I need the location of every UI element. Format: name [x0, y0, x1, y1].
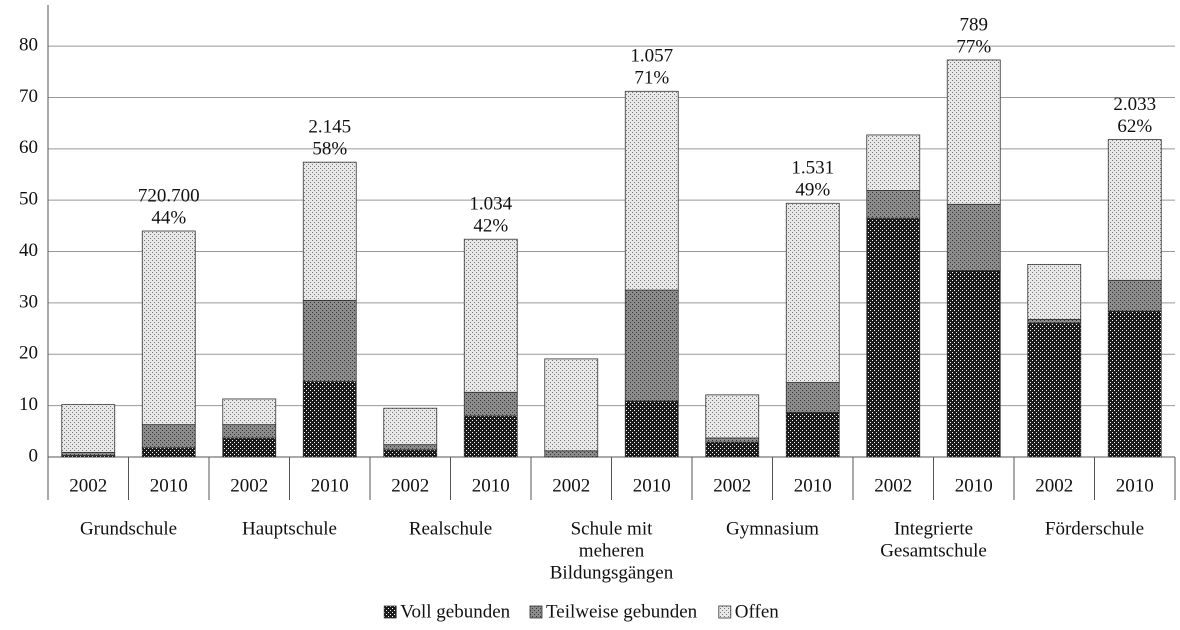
- bar-segment: [61, 451, 116, 456]
- bar-segment: [946, 203, 1001, 271]
- bar-segment: [785, 411, 840, 458]
- annotation: 1.034: [469, 194, 512, 215]
- bar-segment: [544, 358, 599, 452]
- bar-segment: [141, 230, 196, 426]
- x-tick-label: 2010: [472, 475, 510, 496]
- bar-segment: [1027, 318, 1082, 324]
- x-tick-label: 2002: [230, 475, 268, 496]
- bar-segment: [946, 59, 1001, 205]
- bar-segment: [463, 391, 518, 417]
- bar-segment: [866, 190, 921, 219]
- group-label: Bildungsgängen: [550, 562, 674, 583]
- bar-segment: [1107, 139, 1162, 281]
- bar-segment: [866, 134, 921, 191]
- bar-segment: [785, 202, 840, 383]
- x-tick-label: 2010: [311, 475, 349, 496]
- x-tick-label: 2010: [150, 475, 188, 496]
- x-tick-label: 2002: [1035, 475, 1073, 496]
- bar-segment: [785, 382, 840, 413]
- bar-segment: [61, 404, 116, 453]
- bar-segment: [1107, 279, 1162, 312]
- bar-segment: [705, 441, 760, 458]
- bar-segment: [222, 424, 277, 439]
- bar-segment: [383, 444, 438, 451]
- x-tick-label: 2010: [1116, 475, 1154, 496]
- x-tick-label: 2010: [794, 475, 832, 496]
- annotation: 42%: [473, 216, 508, 237]
- legend-label: Offen: [735, 601, 779, 622]
- y-tick-label: 70: [19, 86, 38, 107]
- group-label: Förderschule: [1045, 518, 1144, 539]
- y-tick-label: 40: [19, 240, 38, 261]
- bar-segment: [624, 400, 679, 458]
- bar-segment: [705, 394, 760, 439]
- bar-segment: [302, 161, 357, 301]
- y-tick-label: 10: [19, 394, 38, 415]
- y-tick-label: 20: [19, 343, 38, 364]
- legend-swatch: [529, 605, 543, 619]
- x-tick-label: 2010: [633, 475, 671, 496]
- bar-segment: [302, 299, 357, 382]
- bar-segment: [141, 424, 196, 449]
- group-label: Gymnasium: [726, 518, 819, 539]
- bar-segment: [544, 450, 599, 458]
- annotation: 44%: [151, 207, 186, 228]
- group-label: Realschule: [409, 518, 492, 539]
- x-tick-label: 2002: [552, 475, 590, 496]
- bar-segment: [383, 407, 438, 446]
- bar-segment: [1027, 263, 1082, 320]
- bar-segment: [463, 415, 518, 458]
- annotation: 2.033: [1113, 94, 1156, 115]
- group-label: meheren: [579, 540, 645, 561]
- group-label: Gesamtschule: [880, 540, 987, 561]
- x-tick-label: 2002: [874, 475, 912, 496]
- bar-segment: [463, 238, 518, 393]
- legend-label: Voll gebunden: [400, 601, 510, 622]
- annotation: 58%: [312, 139, 347, 160]
- bar-segment: [705, 437, 760, 443]
- annotation: 71%: [634, 68, 669, 89]
- y-tick-label: 50: [19, 189, 38, 210]
- group-label: Schule mit: [571, 518, 654, 539]
- x-tick-label: 2002: [391, 475, 429, 496]
- legend-swatch: [383, 605, 397, 619]
- annotation: 2.145: [308, 117, 351, 138]
- legend-swatch: [718, 605, 732, 619]
- annotation: 789: [960, 14, 989, 35]
- x-tick-label: 2002: [713, 475, 751, 496]
- annotation: 62%: [1117, 116, 1152, 137]
- x-tick-label: 2010: [955, 475, 993, 496]
- group-label: Grundschule: [80, 518, 177, 539]
- annotation: 1.531: [791, 158, 834, 179]
- bar-segment: [222, 437, 277, 458]
- annotation: 77%: [956, 36, 991, 57]
- group-label: Hauptschule: [242, 518, 337, 539]
- group-label: Integrierte: [894, 518, 973, 539]
- annotation: 49%: [795, 180, 830, 201]
- y-tick-label: 80: [19, 34, 38, 55]
- annotation: 1.057: [630, 46, 673, 67]
- bar-segment: [1107, 310, 1162, 458]
- legend-label: Teilweise gebunden: [546, 601, 698, 622]
- y-tick-label: 0: [29, 445, 39, 466]
- y-tick-label: 60: [19, 137, 38, 158]
- bar-segment: [624, 289, 679, 402]
- bar-segment: [624, 90, 679, 291]
- bar-segment: [302, 381, 357, 458]
- y-tick-label: 30: [19, 291, 38, 312]
- bar-segment: [222, 398, 277, 426]
- bar-segment: [383, 449, 438, 458]
- x-tick-label: 2002: [69, 475, 107, 496]
- bar-segment: [946, 270, 1001, 458]
- annotation: 720.700: [138, 185, 200, 206]
- bar-segment: [141, 447, 196, 458]
- bar-segment: [866, 217, 921, 458]
- bar-segment: [1027, 322, 1082, 458]
